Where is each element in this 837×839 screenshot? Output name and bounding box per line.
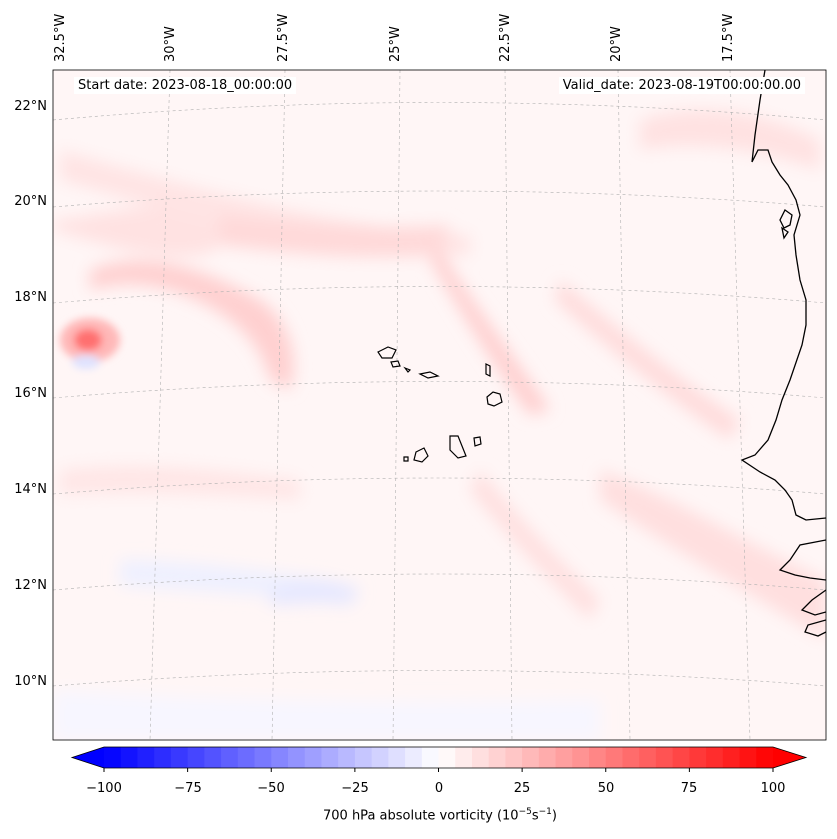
colorbar-swatch (639, 747, 657, 768)
colorbar-swatch (655, 747, 674, 768)
lat-label-14n: 14°N (14, 482, 47, 497)
colorbar-swatch (522, 747, 540, 768)
colorbar-swatch (187, 747, 205, 768)
colorbar-swatch (555, 747, 573, 768)
map-area (53, 70, 826, 740)
colorbar-swatch (672, 747, 690, 768)
colorbar-swatch (706, 747, 724, 768)
colorbar-swatch (739, 747, 757, 768)
colorbar-swatch (538, 747, 557, 768)
colorbar-swatch (354, 747, 373, 768)
colorbar-tick: −25 (341, 781, 369, 796)
colorbar-swatch (455, 747, 473, 768)
vorticity-maximum (60, 318, 120, 369)
colorbar-swatch (405, 747, 423, 768)
colorbar-swatch (421, 747, 440, 768)
colorbar-tick: 50 (597, 781, 615, 796)
colorbar-swatch (572, 747, 590, 768)
colorbar-swatch (120, 747, 139, 768)
colorbar-swatch (237, 747, 256, 768)
colorbar-swatch (221, 747, 239, 768)
colorbar-swatch (321, 747, 339, 768)
valid-date-label: Valid_date: 2023-08-19T00:00:00.00 (558, 77, 805, 94)
colorbar-swatch (254, 747, 272, 768)
cape-verde-islands (377, 346, 503, 463)
lon-label-17-5w: 17.5°W (721, 13, 736, 62)
lon-label-22-5w: 22.5°W (498, 13, 513, 62)
colorbar-swatch (689, 747, 707, 768)
colorbar-swatch (371, 747, 389, 768)
colorbar-swatch (722, 747, 741, 768)
colorbar-swatch (170, 747, 189, 768)
colorbar-swatch (488, 747, 507, 768)
lat-label-18n: 18°N (14, 290, 47, 305)
colorbar-swatch (756, 747, 774, 768)
colorbar-swatch (505, 747, 523, 768)
lon-label-20w: 20°W (609, 26, 624, 62)
vorticity-field (53, 109, 826, 740)
colorbar-title: 700 hPa absolute vorticity (10−5s−1) (323, 807, 557, 824)
lat-label-22n: 22°N (14, 99, 47, 114)
start-date-label: Start date: 2023-08-18_00:00:00 (74, 77, 297, 94)
colorbar-swatch (605, 747, 624, 768)
lat-label-20n: 20°N (14, 194, 47, 209)
coastline (740, 70, 826, 637)
colorbar-swatch (204, 747, 222, 768)
map-frame (52, 69, 827, 741)
colorbar-swatch (304, 747, 323, 768)
colorbar-tick: 100 (760, 781, 786, 796)
colorbar-swatch (438, 747, 456, 768)
colorbar-swatch (137, 747, 155, 768)
graticule (53, 70, 826, 740)
colorbar-swatch (589, 747, 607, 768)
colorbar-max-extend (773, 747, 806, 768)
colorbar-swatch (287, 747, 306, 768)
colorbar-tick: −75 (174, 781, 202, 796)
colorbar-tick: −50 (257, 781, 285, 796)
colorbar-swatch (622, 747, 640, 768)
colorbar (70, 746, 808, 772)
lat-label-16n: 16°N (14, 386, 47, 401)
colorbar-min-extend (72, 747, 104, 768)
lon-label-25w: 25°W (388, 26, 403, 62)
colorbar-swatch (154, 747, 172, 768)
lon-label-32-5w: 32.5°W (53, 13, 68, 62)
colorbar-swatch (104, 747, 122, 768)
colorbar-swatch (271, 747, 289, 768)
colorbar-swatch (388, 747, 406, 768)
lat-label-12n: 12°N (14, 578, 47, 593)
lon-label-30w: 30°W (163, 26, 178, 62)
colorbar-swatch (338, 747, 356, 768)
colorbar-tick: 0 (434, 781, 444, 796)
colorbar-tick: 25 (513, 781, 531, 796)
lat-label-10n: 10°N (14, 674, 47, 689)
lon-label-27-5w: 27.5°W (276, 13, 291, 62)
colorbar-swatch (471, 747, 490, 768)
colorbar-tick: −100 (86, 781, 122, 796)
colorbar-tick: 75 (680, 781, 698, 796)
